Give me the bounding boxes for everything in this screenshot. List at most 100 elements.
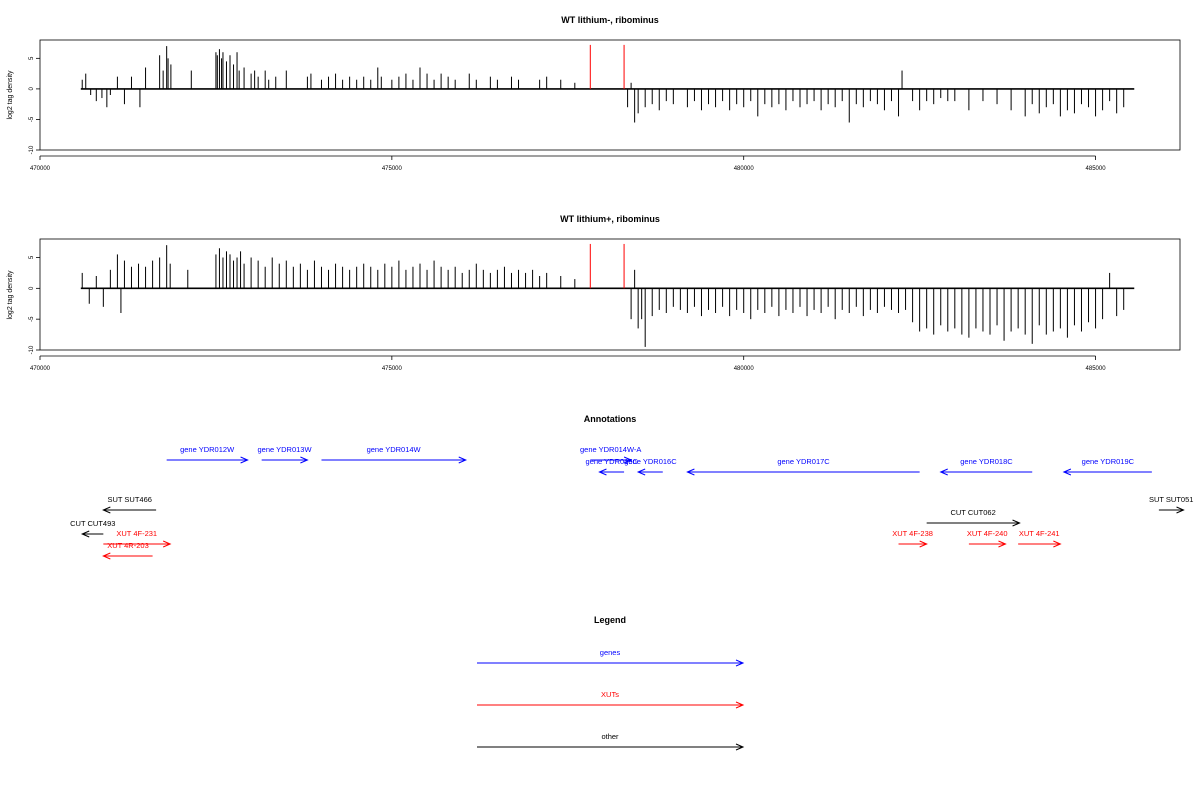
annotation-feature: XUT 4F-238 [892,529,933,548]
y-tick-label: -10 [29,345,35,354]
legend-item: other [477,732,745,751]
feature-arrow-head [623,456,633,464]
legend-item: genes [477,648,745,667]
legend-arrow-head [735,743,745,751]
y-tick-label: -5 [29,316,35,322]
annotation-feature: SUT SUT051 [1149,495,1193,514]
x-tick-label: 485000 [1086,166,1107,172]
feature-arrow-head [598,468,607,476]
feature-label: CUT CUT493 [70,519,115,528]
feature-label: XUT 4F-241 [1019,529,1060,538]
feature-arrow-head [1053,540,1062,548]
legend-label: XUTs [601,690,619,699]
plot-frame [39,39,1181,151]
annotation-feature: gene YDR013W [258,445,313,464]
feature-label: gene YDR012W [180,445,235,454]
legend: Legend genes XUTs other [477,615,745,751]
annotation-feature: gene YDR019C [1062,457,1152,476]
bar-series [80,44,1135,123]
feature-label: XUT 4F-240 [967,529,1008,538]
feature-arrow-head [1012,519,1021,527]
annotation-feature: gene YDR016C [624,457,677,476]
feature-arrow-head [300,456,309,464]
bar-series [80,243,1135,347]
x-tick-label: 470000 [30,166,51,172]
legend-label: other [601,732,619,741]
y-tick-label: 0 [29,286,35,290]
annotation-feature: XUT 4F-231 [103,529,172,548]
y-axis: -10 -5 0 5 [29,56,40,154]
annotation-feature: CUT CUT493 [70,519,115,538]
feature-arrow-head [102,552,111,560]
legend-arrow-head [735,659,745,667]
x-axis: 470000 475000 480000 485000 [30,155,1107,172]
feature-label: CUT CUT062 [950,508,995,517]
panel-title: WT lithium+, ribominus [560,214,660,224]
panel-wt-lithium-plus: WT lithium+, ribominus log2 tag density … [7,214,1181,372]
feature-label: gene YDR018C [960,457,1013,466]
feature-label: gene YDR014W [367,445,422,454]
x-tick-label: 470000 [30,366,51,372]
annotation-feature: gene YDR014W-A [580,445,641,464]
x-tick-label: 480000 [734,166,755,172]
feature-label: XUT 4F-238 [892,529,933,538]
feature-label: gene YDR014W-A [580,445,641,454]
annotation-feature: gene YDR015C [586,457,639,476]
feature-arrow-head [998,540,1007,548]
legend-title: Legend [594,615,626,625]
feature-arrow-head [162,540,172,548]
annotations-title: Annotations [584,414,637,424]
feature-arrow-head [919,540,928,548]
y-axis: -10 -5 0 5 [29,255,40,354]
feature-arrow-head [458,456,468,464]
annotation-feature: SUT SUT466 [102,495,157,514]
feature-arrow-head [686,468,695,476]
y-tick-label: 5 [29,255,35,259]
annotation-feature: gene YDR012W [166,445,249,464]
feature-label: gene YDR016C [624,457,677,466]
feature-arrow-head [102,506,111,514]
feature-arrow-head [1062,468,1072,476]
x-tick-label: 475000 [382,166,403,172]
legend-arrow-head [735,701,745,709]
legend-item: XUTs [477,690,745,709]
annotation-feature: gene YDR018C [939,457,1033,476]
feature-label: SUT SUT051 [1149,495,1193,504]
annotation-feature: CUT CUT062 [926,508,1021,527]
y-tick-label: 0 [29,87,35,91]
legend-label: genes [600,648,621,657]
feature-label: gene YDR013W [258,445,313,454]
panel-wt-lithium-minus: WT lithium-, ribominus log2 tag density … [7,15,1181,172]
y-axis-label: log2 tag density [7,270,14,320]
feature-label: SUT SUT466 [107,495,151,504]
y-tick-label: -5 [29,116,35,122]
annotations-track: Annotations gene YDR012W gene YDR013W gene… [70,414,1193,560]
feature-label: XUT 4R-203 [107,541,149,550]
feature-arrow-head [80,530,90,538]
y-axis-label: log2 tag density [7,70,14,120]
y-tick-label: -10 [29,145,35,154]
feature-arrow-head [1176,506,1185,514]
feature-label: gene YDR019C [1082,457,1135,466]
feature-label: gene YDR015C [586,457,639,466]
legend-items: genes XUTs other [477,648,745,751]
annotation-feature: gene YDR017C [686,457,920,476]
plot-frame [39,238,1181,351]
x-tick-label: 485000 [1086,366,1107,372]
annotation-feature: XUT 4F-241 [1018,529,1062,548]
annotation-feature: XUT 4R-203 [102,541,153,560]
annotation-feature: gene YDR014W [321,445,468,464]
feature-arrow-head [240,456,249,464]
x-tick-label: 480000 [734,366,755,372]
feature-arrow-head [939,468,948,476]
x-axis: 470000 475000 480000 485000 [30,355,1107,372]
y-tick-label: 5 [29,56,35,60]
panel-title: WT lithium-, ribominus [561,15,659,25]
feature-label: XUT 4F-231 [116,529,157,538]
annotation-feature: XUT 4F-240 [967,529,1008,548]
feature-list: gene YDR012W gene YDR013W gene YDR014W gene… [70,445,1193,560]
feature-arrow-head [636,468,646,476]
x-tick-label: 475000 [382,366,403,372]
